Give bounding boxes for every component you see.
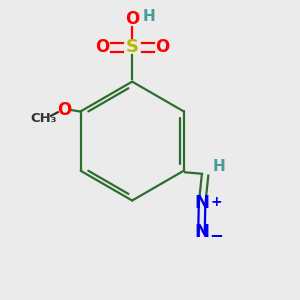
Text: N: N (194, 223, 209, 241)
Text: O: O (155, 38, 169, 56)
Text: O: O (57, 101, 71, 119)
Text: −: − (209, 226, 223, 244)
Text: +: + (211, 195, 222, 209)
Text: O: O (95, 38, 110, 56)
Text: CH₃: CH₃ (30, 112, 57, 125)
Text: N: N (195, 194, 210, 212)
Text: H: H (213, 159, 226, 174)
Text: H: H (142, 9, 155, 24)
Text: O: O (125, 10, 139, 28)
Text: S: S (126, 38, 139, 56)
